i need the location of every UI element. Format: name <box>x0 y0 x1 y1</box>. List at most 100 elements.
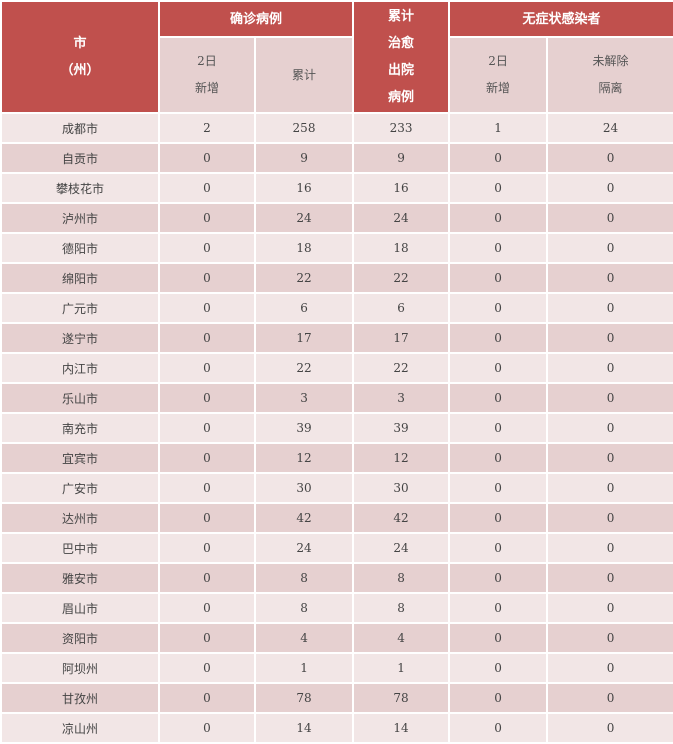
cell-asym-unreleased: 0 <box>546 622 673 654</box>
cell-confirmed-new: 0 <box>158 322 256 354</box>
cell-asym-unreleased: 0 <box>546 682 673 714</box>
cell-city: 资阳市 <box>0 622 160 654</box>
cell-asym-new: 0 <box>448 322 549 354</box>
table-row: 广元市 0 6 6 0 0 <box>0 292 673 324</box>
cell-confirmed-new: 0 <box>158 472 256 504</box>
cell-asym-unreleased: 0 <box>546 712 673 744</box>
cell-confirmed-total: 258 <box>253 112 355 144</box>
header-cured: 累计 治愈 出院 病例 <box>352 0 451 114</box>
cell-confirmed-total: 22 <box>253 352 355 384</box>
cell-confirmed-new: 0 <box>158 712 256 744</box>
cell-confirmed-new: 0 <box>158 202 256 234</box>
table-row: 内江市 0 22 22 0 0 <box>0 352 673 384</box>
cell-confirmed-total: 78 <box>253 682 355 714</box>
table-row: 遂宁市 0 17 17 0 0 <box>0 322 673 354</box>
header-city-line: 市 <box>73 36 87 51</box>
cell-confirmed-new: 0 <box>158 592 256 624</box>
table-row: 阿坝州 0 1 1 0 0 <box>0 652 673 684</box>
cell-cured-total: 22 <box>352 352 451 384</box>
cell-cured-total: 3 <box>352 382 451 414</box>
cell-asym-new: 0 <box>448 562 549 594</box>
cell-asym-new: 0 <box>448 232 549 264</box>
cell-city: 乐山市 <box>0 382 160 414</box>
cell-city: 绵阳市 <box>0 262 160 294</box>
cell-asym-unreleased: 0 <box>546 232 673 264</box>
cell-asym-new: 0 <box>448 472 549 504</box>
cell-asym-new: 0 <box>448 202 549 234</box>
cell-asym-unreleased: 0 <box>546 172 673 204</box>
cell-confirmed-total: 16 <box>253 172 355 204</box>
cell-confirmed-new: 0 <box>158 262 256 294</box>
cell-city: 甘孜州 <box>0 682 160 714</box>
table-row: 南充市 0 39 39 0 0 <box>0 412 673 444</box>
header-confirmed-new-line: 2日 <box>197 54 217 68</box>
table-row: 成都市 2 258 233 1 24 <box>0 112 673 144</box>
cell-cured-total: 8 <box>352 562 451 594</box>
cell-confirmed-total: 17 <box>253 322 355 354</box>
header-city-line: （州） <box>60 63 100 78</box>
cell-confirmed-total: 6 <box>253 292 355 324</box>
cell-asym-unreleased: 0 <box>546 202 673 234</box>
header-cured-line: 治愈 <box>388 36 415 51</box>
cell-cured-total: 24 <box>352 532 451 564</box>
table-row: 眉山市 0 8 8 0 0 <box>0 592 673 624</box>
cell-cured-total: 24 <box>352 202 451 234</box>
cell-city: 达州市 <box>0 502 160 534</box>
cell-cured-total: 42 <box>352 502 451 534</box>
table-row: 乐山市 0 3 3 0 0 <box>0 382 673 414</box>
table-row: 甘孜州 0 78 78 0 0 <box>0 682 673 714</box>
cell-cured-total: 14 <box>352 712 451 744</box>
cell-confirmed-total: 8 <box>253 562 355 594</box>
cell-asym-unreleased: 0 <box>546 142 673 174</box>
header-asym-unreleased-line: 隔离 <box>598 81 623 95</box>
header-confirmed-new-line: 新增 <box>194 81 219 95</box>
cell-city: 雅安市 <box>0 562 160 594</box>
cell-asym-new: 0 <box>448 682 549 714</box>
cell-city: 泸州市 <box>0 202 160 234</box>
cell-confirmed-total: 9 <box>253 142 355 174</box>
header-confirmed-total: 累计 <box>253 36 355 114</box>
cell-asym-new: 0 <box>448 172 549 204</box>
cell-city: 攀枝花市 <box>0 172 160 204</box>
cell-city: 阿坝州 <box>0 652 160 684</box>
cell-asym-new: 0 <box>448 592 549 624</box>
cell-confirmed-total: 30 <box>253 472 355 504</box>
header-confirmed-new: 2日新增 <box>158 36 256 114</box>
cell-city: 内江市 <box>0 352 160 384</box>
table-body: 成都市 2 258 233 1 24 自贡市 0 9 9 0 0 攀枝花市 0 16 16 0 0 泸州市 0 24 24… <box>0 112 673 744</box>
cell-city: 眉山市 <box>0 592 160 624</box>
header-asym-new: 2日 新增 <box>448 36 549 114</box>
cell-cured-total: 233 <box>352 112 451 144</box>
cell-city: 德阳市 <box>0 232 160 264</box>
cell-confirmed-new: 0 <box>158 562 256 594</box>
cell-confirmed-total: 12 <box>253 442 355 474</box>
cell-confirmed-new: 0 <box>158 142 256 174</box>
cell-cured-total: 9 <box>352 142 451 174</box>
table-row: 泸州市 0 24 24 0 0 <box>0 202 673 234</box>
cell-cured-total: 12 <box>352 442 451 474</box>
header-asym-unreleased-line: 未解除 <box>592 54 629 68</box>
header-asym-unreleased: 未解除 隔离 <box>546 36 673 114</box>
cell-confirmed-total: 8 <box>253 592 355 624</box>
cell-confirmed-new: 0 <box>158 622 256 654</box>
cell-confirmed-total: 3 <box>253 382 355 414</box>
table-row: 宜宾市 0 12 12 0 0 <box>0 442 673 474</box>
header-confirmed: 确诊病例 <box>157 0 355 38</box>
cell-confirmed-new: 0 <box>158 382 256 414</box>
cell-confirmed-new: 0 <box>158 172 256 204</box>
cell-confirmed-new: 0 <box>158 532 256 564</box>
cell-confirmed-new: 0 <box>158 352 256 384</box>
cell-city: 成都市 <box>0 112 160 144</box>
cell-confirmed-total: 24 <box>253 532 355 564</box>
cell-cured-total: 4 <box>352 622 451 654</box>
table-row: 攀枝花市 0 16 16 0 0 <box>0 172 673 204</box>
cell-city: 宜宾市 <box>0 442 160 474</box>
cell-confirmed-new: 0 <box>158 682 256 714</box>
cell-asym-new: 0 <box>448 442 549 474</box>
cell-asym-unreleased: 0 <box>546 352 673 384</box>
cell-cured-total: 30 <box>352 472 451 504</box>
cell-confirmed-total: 14 <box>253 712 355 744</box>
cell-asym-unreleased: 0 <box>546 412 673 444</box>
table-row: 资阳市 0 4 4 0 0 <box>0 622 673 654</box>
cell-asym-new: 0 <box>448 382 549 414</box>
